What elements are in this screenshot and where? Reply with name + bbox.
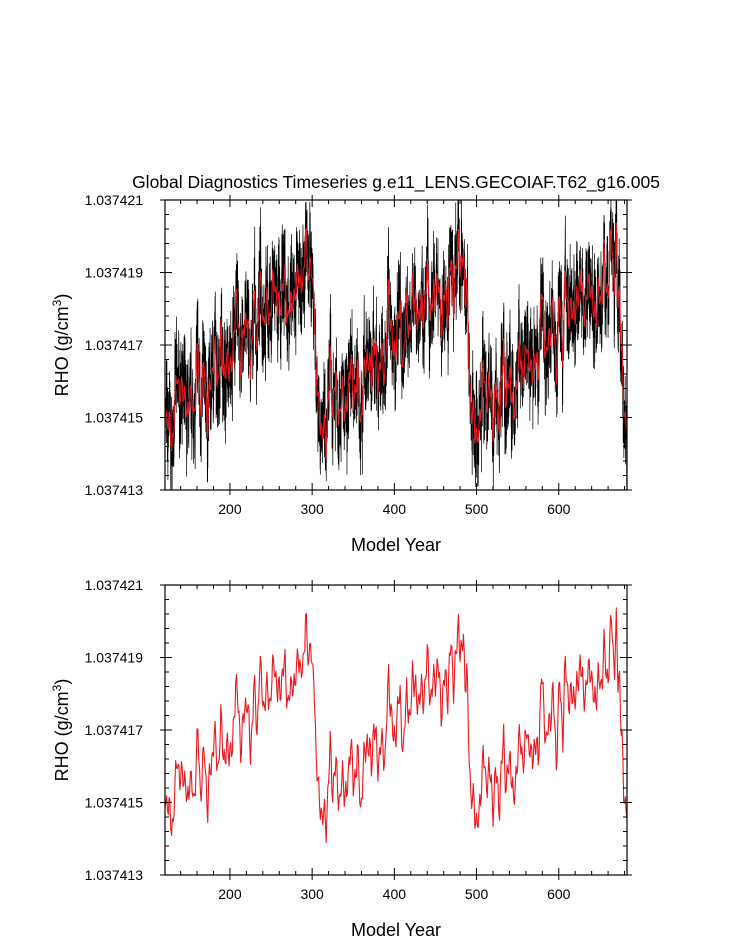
- chart-title: Global Diagnostics Timeseries g.e11_LENS…: [132, 172, 660, 193]
- y-tick-label: 1.037413: [85, 482, 144, 498]
- y-tick-label: 1.037417: [85, 722, 144, 738]
- y-tick-label: 1.037421: [85, 577, 144, 593]
- y-tick-label: 1.037417: [85, 337, 144, 353]
- x-tick-label: 300: [300, 501, 324, 517]
- y-tick-label: 1.037415: [85, 795, 144, 811]
- x-tick-label: 300: [300, 886, 324, 902]
- x-tick-label: 500: [465, 501, 489, 517]
- x-tick-label: 200: [218, 501, 242, 517]
- bottom-ticks: 200 300 400 500 600 1.037413 1.037415 1.037417 1…: [85, 577, 632, 902]
- x-tick-label: 600: [547, 886, 571, 902]
- top-y-axis-label: RHO (g/cm3): [50, 294, 72, 397]
- x-tick-label: 500: [465, 886, 489, 902]
- top-x-axis-label: Model Year: [351, 535, 441, 555]
- top-plot-area: [165, 200, 627, 490]
- series-line-annual-mean: [165, 222, 627, 459]
- series-group: [165, 200, 627, 490]
- y-tick-label: 1.037415: [85, 410, 144, 426]
- x-tick-label: 400: [383, 501, 407, 517]
- series-group: [165, 607, 627, 844]
- bottom-y-axis-label: RHO (g/cm3): [50, 679, 72, 782]
- y-tick-label: 1.037413: [85, 867, 144, 883]
- bottom-y-axis-label-sup: 3: [50, 684, 64, 691]
- bottom-panel: 200 300 400 500 600 1.037413 1.037415 1.037417 1…: [50, 577, 632, 940]
- top-panel: 200 300 400 500 600 1.037413 1.037415 1.037417 1…: [50, 192, 632, 555]
- series-line-annual-mean: [165, 607, 627, 844]
- bottom-x-axis-label: Model Year: [351, 920, 441, 940]
- y-tick-label: 1.037419: [85, 265, 144, 281]
- top-y-axis-label-sup: 3: [50, 299, 64, 306]
- x-tick-label: 200: [218, 886, 242, 902]
- y-tick-label: 1.037419: [85, 650, 144, 666]
- y-tick-label: 1.037421: [85, 192, 144, 208]
- bottom-plot-area: [165, 607, 627, 844]
- x-tick-label: 400: [383, 886, 407, 902]
- top-ticks: 200 300 400 500 600 1.037413 1.037415 1.037417 1…: [85, 192, 632, 517]
- x-tick-label: 600: [547, 501, 571, 517]
